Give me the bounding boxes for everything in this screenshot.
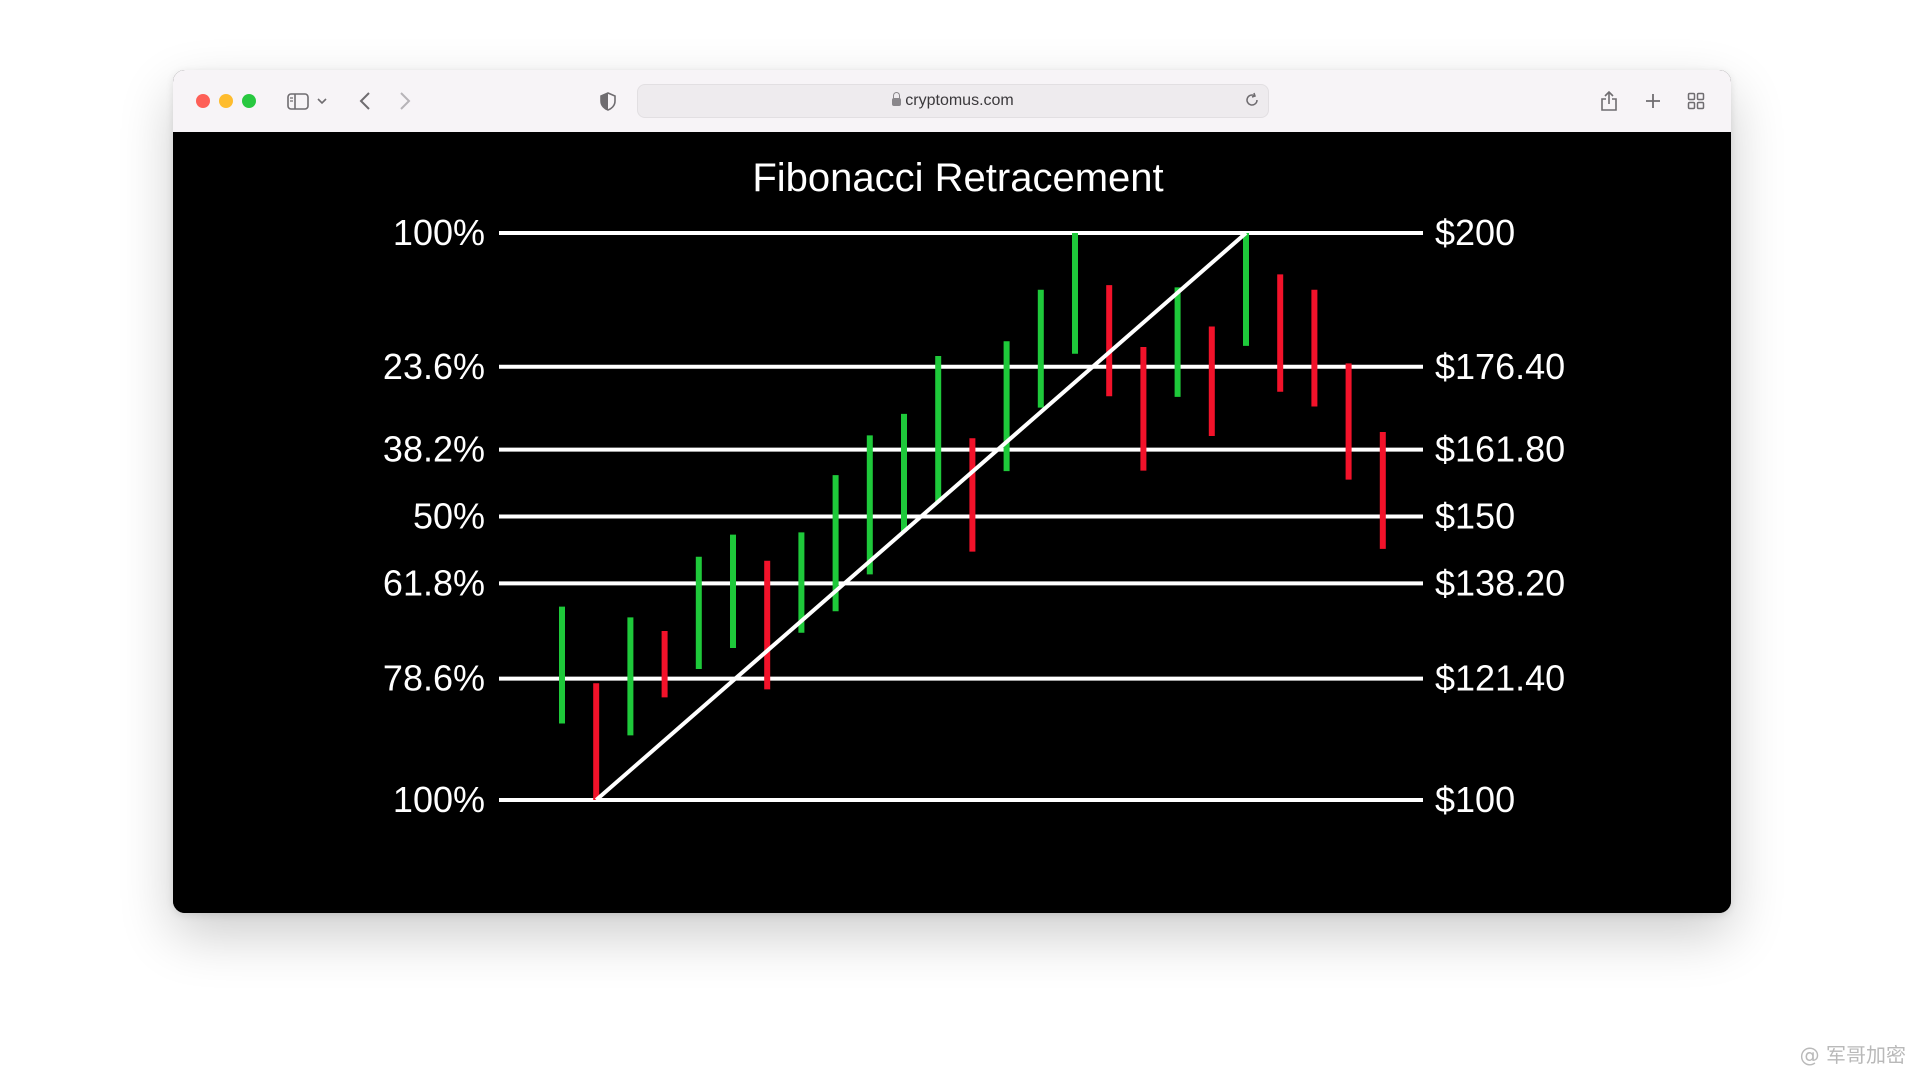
tab-overview-icon[interactable] (1684, 86, 1708, 116)
privacy-shield-icon[interactable] (597, 86, 619, 116)
minimize-window-button[interactable] (219, 94, 233, 108)
forward-icon[interactable] (393, 86, 417, 116)
fib-level-percent-label: 23.6% (383, 346, 485, 387)
chevron-down-icon[interactable] (315, 86, 329, 116)
fib-level-price-label: $121.40 (1435, 658, 1565, 699)
share-icon[interactable] (1597, 86, 1621, 116)
fib-level-price-label: $138.20 (1435, 562, 1565, 603)
fib-level-price-label: $100 (1435, 779, 1515, 820)
chart-title: Fibonacci Retracement (752, 156, 1163, 200)
chart-area: Fibonacci Retracement 100% $200 23.6% $176.4… (173, 132, 1731, 913)
browser-toolbar: cryptomus.com (173, 70, 1731, 133)
fib-level-price-label: $161.80 (1435, 429, 1565, 470)
lock-icon (892, 92, 902, 106)
fib-level-percent-label: 38.2% (383, 429, 485, 470)
watermark: @ 军哥加密 (1799, 1043, 1906, 1067)
address-bar[interactable]: cryptomus.com (637, 84, 1269, 118)
back-icon[interactable] (353, 86, 377, 116)
fib-level-price-label: $176.40 (1435, 346, 1565, 387)
fib-level-price-label: $150 (1435, 496, 1515, 537)
fib-level-percent-label: 78.6% (383, 658, 485, 699)
browser-window: cryptomus.com Fibonacci Retracement 100% $… (173, 70, 1731, 913)
fib-level-percent-label: 50% (413, 496, 485, 537)
new-tab-icon[interactable] (1641, 86, 1665, 116)
fib-level-price-label: $200 (1435, 212, 1515, 253)
fib-level-percent-label: 61.8% (383, 562, 485, 603)
fib-level-percent-label: 100% (393, 212, 485, 253)
url-text: cryptomus.com (905, 92, 1014, 109)
close-window-button[interactable] (196, 94, 210, 108)
fib-level-percent-label: 100% (393, 779, 485, 820)
trend-line (594, 231, 1248, 802)
fibonacci-chart: Fibonacci Retracement 100% $200 23.6% $176.4… (383, 156, 1565, 820)
sidebar-toggle-icon[interactable] (285, 86, 311, 116)
maximize-window-button[interactable] (242, 94, 256, 108)
reload-icon[interactable] (1244, 92, 1260, 113)
